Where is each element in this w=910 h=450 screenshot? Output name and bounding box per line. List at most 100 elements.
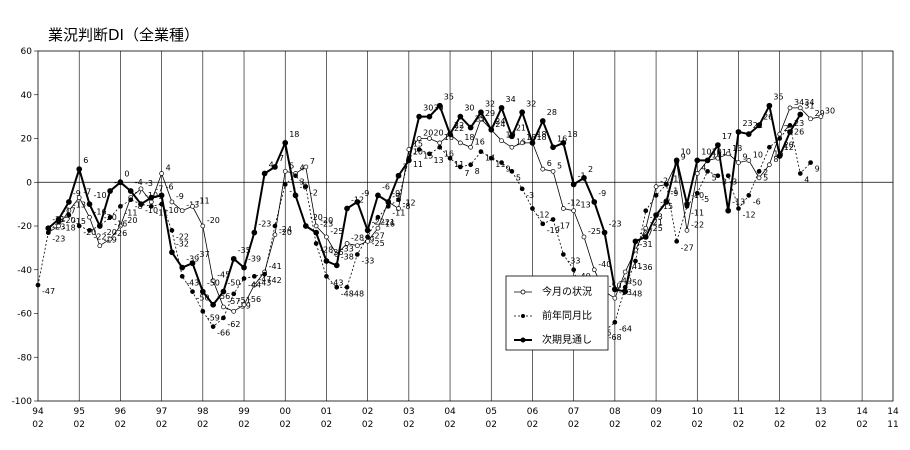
x-tick-label-year: 12: [774, 407, 785, 417]
data-point: [107, 188, 113, 194]
data-label: 9: [742, 153, 747, 162]
data-point: [427, 136, 432, 141]
data-point: [745, 131, 752, 137]
data-point: [220, 288, 227, 295]
data-point: [66, 199, 72, 205]
data-point: [540, 166, 546, 172]
data-label: -11: [197, 196, 210, 205]
x-tick-label-year: 00: [280, 407, 292, 417]
data-point: [148, 199, 154, 205]
data-label: 30: [825, 107, 835, 116]
series-1: -23-20-13-7-16-29-26-20-7-3-94-9-13-11-2…: [45, 98, 835, 314]
x-tick-label-year: 99: [238, 407, 250, 417]
x-tick-label-month: 02: [197, 420, 208, 430]
data-label: -7: [135, 188, 143, 197]
series-3: -21-17-96-10-20-40-4-10-7-6-32-39-37-50-…: [45, 93, 814, 308]
data-point: [560, 140, 567, 146]
data-label: -48: [341, 289, 354, 298]
data-point: [653, 212, 659, 218]
data-point: [45, 225, 52, 232]
data-point: [447, 155, 453, 161]
data-point: [550, 144, 556, 151]
data-label: -6: [166, 182, 174, 191]
x-tick-label-year: 07: [568, 407, 579, 417]
data-label: -33: [341, 244, 354, 253]
x-tick-label-month: 02: [73, 420, 84, 430]
x-tick-label-month: 02: [609, 420, 620, 430]
data-label: 15: [413, 139, 423, 148]
data-point: [230, 255, 237, 262]
data-label: 0: [124, 169, 129, 178]
data-point: [642, 234, 649, 240]
data-point: [76, 195, 82, 200]
data-label: 8: [475, 167, 480, 176]
data-label: -48: [629, 289, 642, 298]
data-point: [468, 144, 474, 150]
series-line: [47, 102, 802, 307]
x-tick-label-year: 95: [73, 407, 84, 417]
data-point: [55, 216, 62, 223]
data-point: [581, 175, 587, 181]
data-label: -22: [691, 220, 704, 229]
x-tick-label-month: 02: [774, 420, 785, 430]
data-label: 34: [506, 95, 516, 104]
y-tick-label: 60: [21, 47, 33, 57]
data-label: -56: [248, 295, 261, 304]
data-point: [715, 173, 721, 179]
y-tick-label: -60: [17, 310, 32, 320]
data-label: -50: [197, 294, 210, 303]
data-point: [498, 105, 505, 111]
data-point: [766, 102, 773, 109]
data-point: [210, 301, 216, 308]
data-label: 7: [310, 157, 315, 166]
data-point: [241, 276, 247, 281]
data-point: [416, 147, 422, 152]
data-point: [612, 295, 618, 301]
data-label: 35: [444, 93, 454, 102]
data-label: -27: [681, 243, 694, 252]
data-point: [97, 243, 103, 249]
data-label: -13: [732, 198, 745, 207]
data-point: [694, 157, 701, 164]
data-label: 25: [475, 115, 485, 124]
data-point: [241, 264, 247, 271]
data-label: 22: [454, 124, 464, 133]
data-label: 32: [526, 99, 536, 108]
x-tick-label-month: 02: [403, 420, 414, 430]
data-label: 10: [753, 150, 763, 159]
data-point: [478, 109, 484, 116]
data-point: [540, 221, 546, 227]
data-point: [684, 228, 690, 233]
legend-label-2: 前年同月比: [542, 309, 592, 322]
data-label: 10: [712, 147, 722, 156]
data-point: [436, 102, 443, 109]
data-label: 32: [485, 99, 495, 108]
data-label: -41: [629, 262, 642, 271]
data-point: [385, 199, 392, 205]
data-label: 30: [423, 104, 433, 113]
data-label: 30: [464, 104, 474, 113]
x-tick-label-year: 03: [403, 407, 414, 417]
data-label: 9: [506, 165, 511, 174]
data-label: 4: [166, 164, 171, 173]
data-label: 29: [485, 109, 495, 118]
data-point: [571, 267, 577, 273]
data-label: 3: [300, 178, 305, 187]
data-point: [673, 157, 680, 164]
y-tick-label: 0: [26, 178, 32, 188]
data-point: [169, 249, 175, 256]
x-tick-label-month: 02: [856, 420, 867, 430]
data-point: [395, 172, 402, 179]
data-label: -35: [238, 246, 251, 255]
data-label: 18: [289, 130, 299, 139]
x-tick-label-year: 14: [887, 407, 899, 417]
data-label: 17: [722, 132, 732, 141]
data-label: 18: [536, 130, 546, 139]
data-point: [66, 208, 72, 214]
data-label: -20: [279, 228, 292, 237]
data-point: [210, 278, 216, 284]
data-point: [736, 206, 741, 211]
legend: 今月の状況 前年同月比 次期見通し: [505, 275, 609, 351]
